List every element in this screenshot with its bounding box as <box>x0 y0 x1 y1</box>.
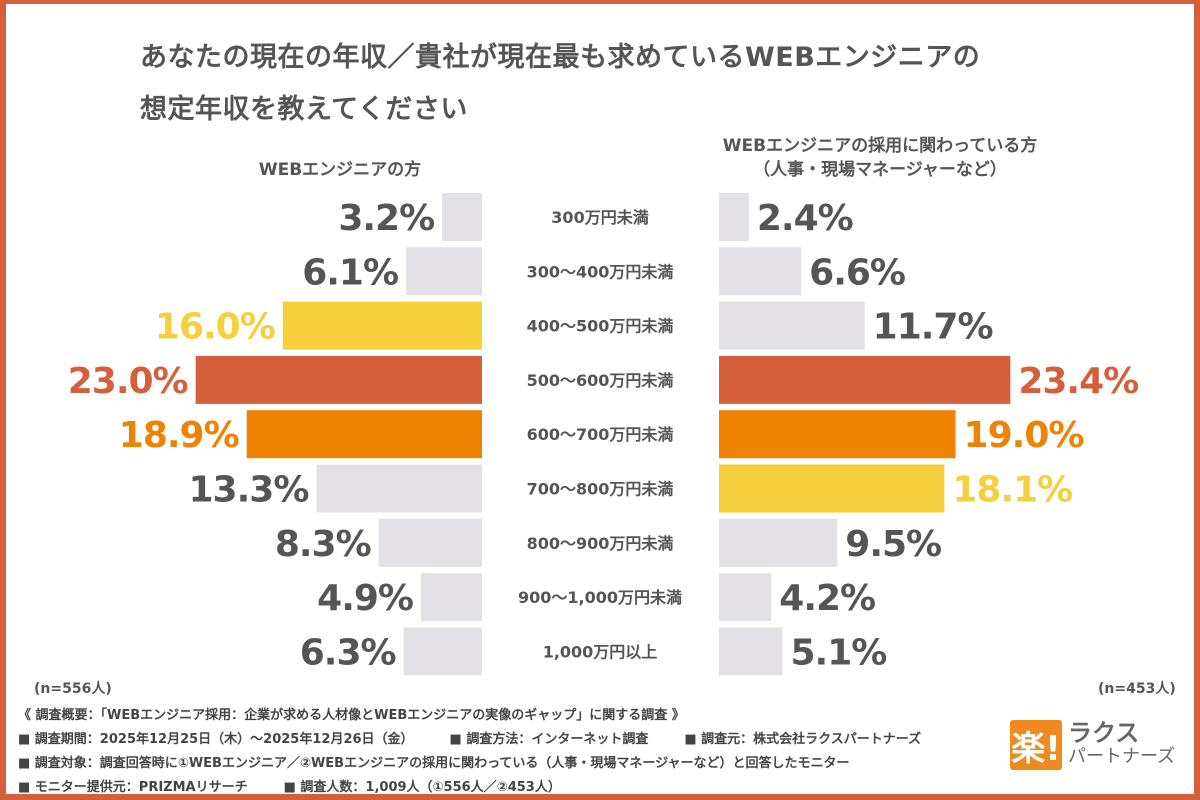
title-line-2: 想定年収を教えてください <box>140 94 468 125</box>
title-line-1: あなたの現在の年収／貴社が現在最も求めているWEBエンジニアの <box>140 42 981 73</box>
left-bar <box>195 355 482 404</box>
left-value-label: 13.3% <box>189 470 309 511</box>
rakus-partners-logo: 楽! ラクス パートナーズ <box>1010 720 1175 770</box>
right-bar <box>719 627 783 676</box>
left-value-label: 4.9% <box>317 578 413 619</box>
survey-notes: 《 調査概要：「WEBエンジニア採用：企業が求める人材像とWEBエンジニアの実像… <box>18 704 957 800</box>
right-bar <box>719 410 956 459</box>
right-value-label: 2.4% <box>757 198 853 239</box>
left-bar <box>282 301 482 350</box>
survey-provider: ■ モニター提供元：PRIZMAリサーチ <box>18 780 248 795</box>
category-label: 500〜600万円未満 <box>527 371 674 390</box>
left-bar <box>406 247 482 296</box>
right-value-label: 6.6% <box>809 252 905 293</box>
logo-mark: 楽! <box>1010 720 1062 770</box>
right-bar <box>719 247 802 296</box>
category-label: 900〜1,000万円未満 <box>518 588 682 607</box>
survey-target: ■ 調査対象：調査回答時に①WEBエンジニア／②WEBエンジニアの採用に関わって… <box>18 756 850 771</box>
category-label: 800〜900万円未満 <box>527 534 674 553</box>
left-value-label: 6.3% <box>300 632 396 673</box>
logo-line-1: ラクス <box>1068 719 1140 747</box>
left-value-label: 6.1% <box>302 252 398 293</box>
survey-summary: 《 調査概要：「WEBエンジニア採用：企業が求める人材像とWEBエンジニアの実像… <box>18 708 685 723</box>
right-value-label: 9.5% <box>845 524 941 565</box>
left-value-label: 23.0% <box>68 361 188 402</box>
left-bar <box>442 193 482 241</box>
right-value-label: 4.2% <box>779 578 875 619</box>
left-sample-size: (n=556人) <box>34 681 112 697</box>
chart-title: あなたの現在の年収／貴社が現在最も求めているWEBエンジニアの 想定年収を教えて… <box>140 32 980 136</box>
right-header-line-1: WEBエンジニアの採用に関わっている方 <box>722 136 1038 156</box>
left-bar <box>420 573 482 622</box>
left-value-label: 8.3% <box>275 524 371 565</box>
right-bar <box>719 355 1011 404</box>
right-value-label: 11.7% <box>873 307 993 348</box>
right-bar <box>719 193 749 241</box>
left-value-label: 18.9% <box>119 415 239 456</box>
left-bar <box>378 518 482 567</box>
left-value-label: 16.0% <box>155 307 275 348</box>
left-bar <box>316 464 482 513</box>
survey-period: ■ 調査期間：2025年12月25日（木）〜2025年12月26日（金） <box>18 732 414 747</box>
category-label: 300万円未満 <box>551 208 648 227</box>
right-sample-size: (n=453人) <box>1098 681 1176 697</box>
right-header-line-2: （人事・現場マネージャーなど） <box>753 160 1007 180</box>
right-bar <box>719 518 838 567</box>
right-value-label: 19.0% <box>964 415 1084 456</box>
category-label: 600〜700万円未満 <box>527 425 674 444</box>
left-series-header: WEBエンジニアの方 <box>258 160 422 180</box>
right-bar <box>719 301 865 350</box>
right-value-label: 5.1% <box>790 632 886 673</box>
right-bar <box>719 573 772 622</box>
survey-source: ■ 調査元：株式会社ラクスパートナーズ <box>684 732 922 747</box>
logo-line-2: パートナーズ <box>1068 746 1176 767</box>
left-value-label: 3.2% <box>338 198 434 239</box>
right-value-label: 18.1% <box>952 470 1072 511</box>
right-value-label: 23.4% <box>1018 361 1138 402</box>
category-label: 700〜800万円未満 <box>527 480 674 499</box>
category-label: 400〜500万円未満 <box>527 317 674 336</box>
survey-method: ■ 調査方法：インターネット調査 <box>449 732 649 747</box>
right-bar <box>719 464 945 513</box>
survey-count: ■ 調査人数：1,009人（①556人／②453人） <box>283 780 561 795</box>
category-label: 300〜400万円未満 <box>527 262 674 281</box>
left-bar <box>403 627 482 676</box>
category-label: 1,000万円以上 <box>543 642 658 661</box>
right-series-header: WEBエンジニアの採用に関わっている方 （人事・現場マネージャーなど） <box>680 134 1080 182</box>
left-bar <box>246 410 482 459</box>
